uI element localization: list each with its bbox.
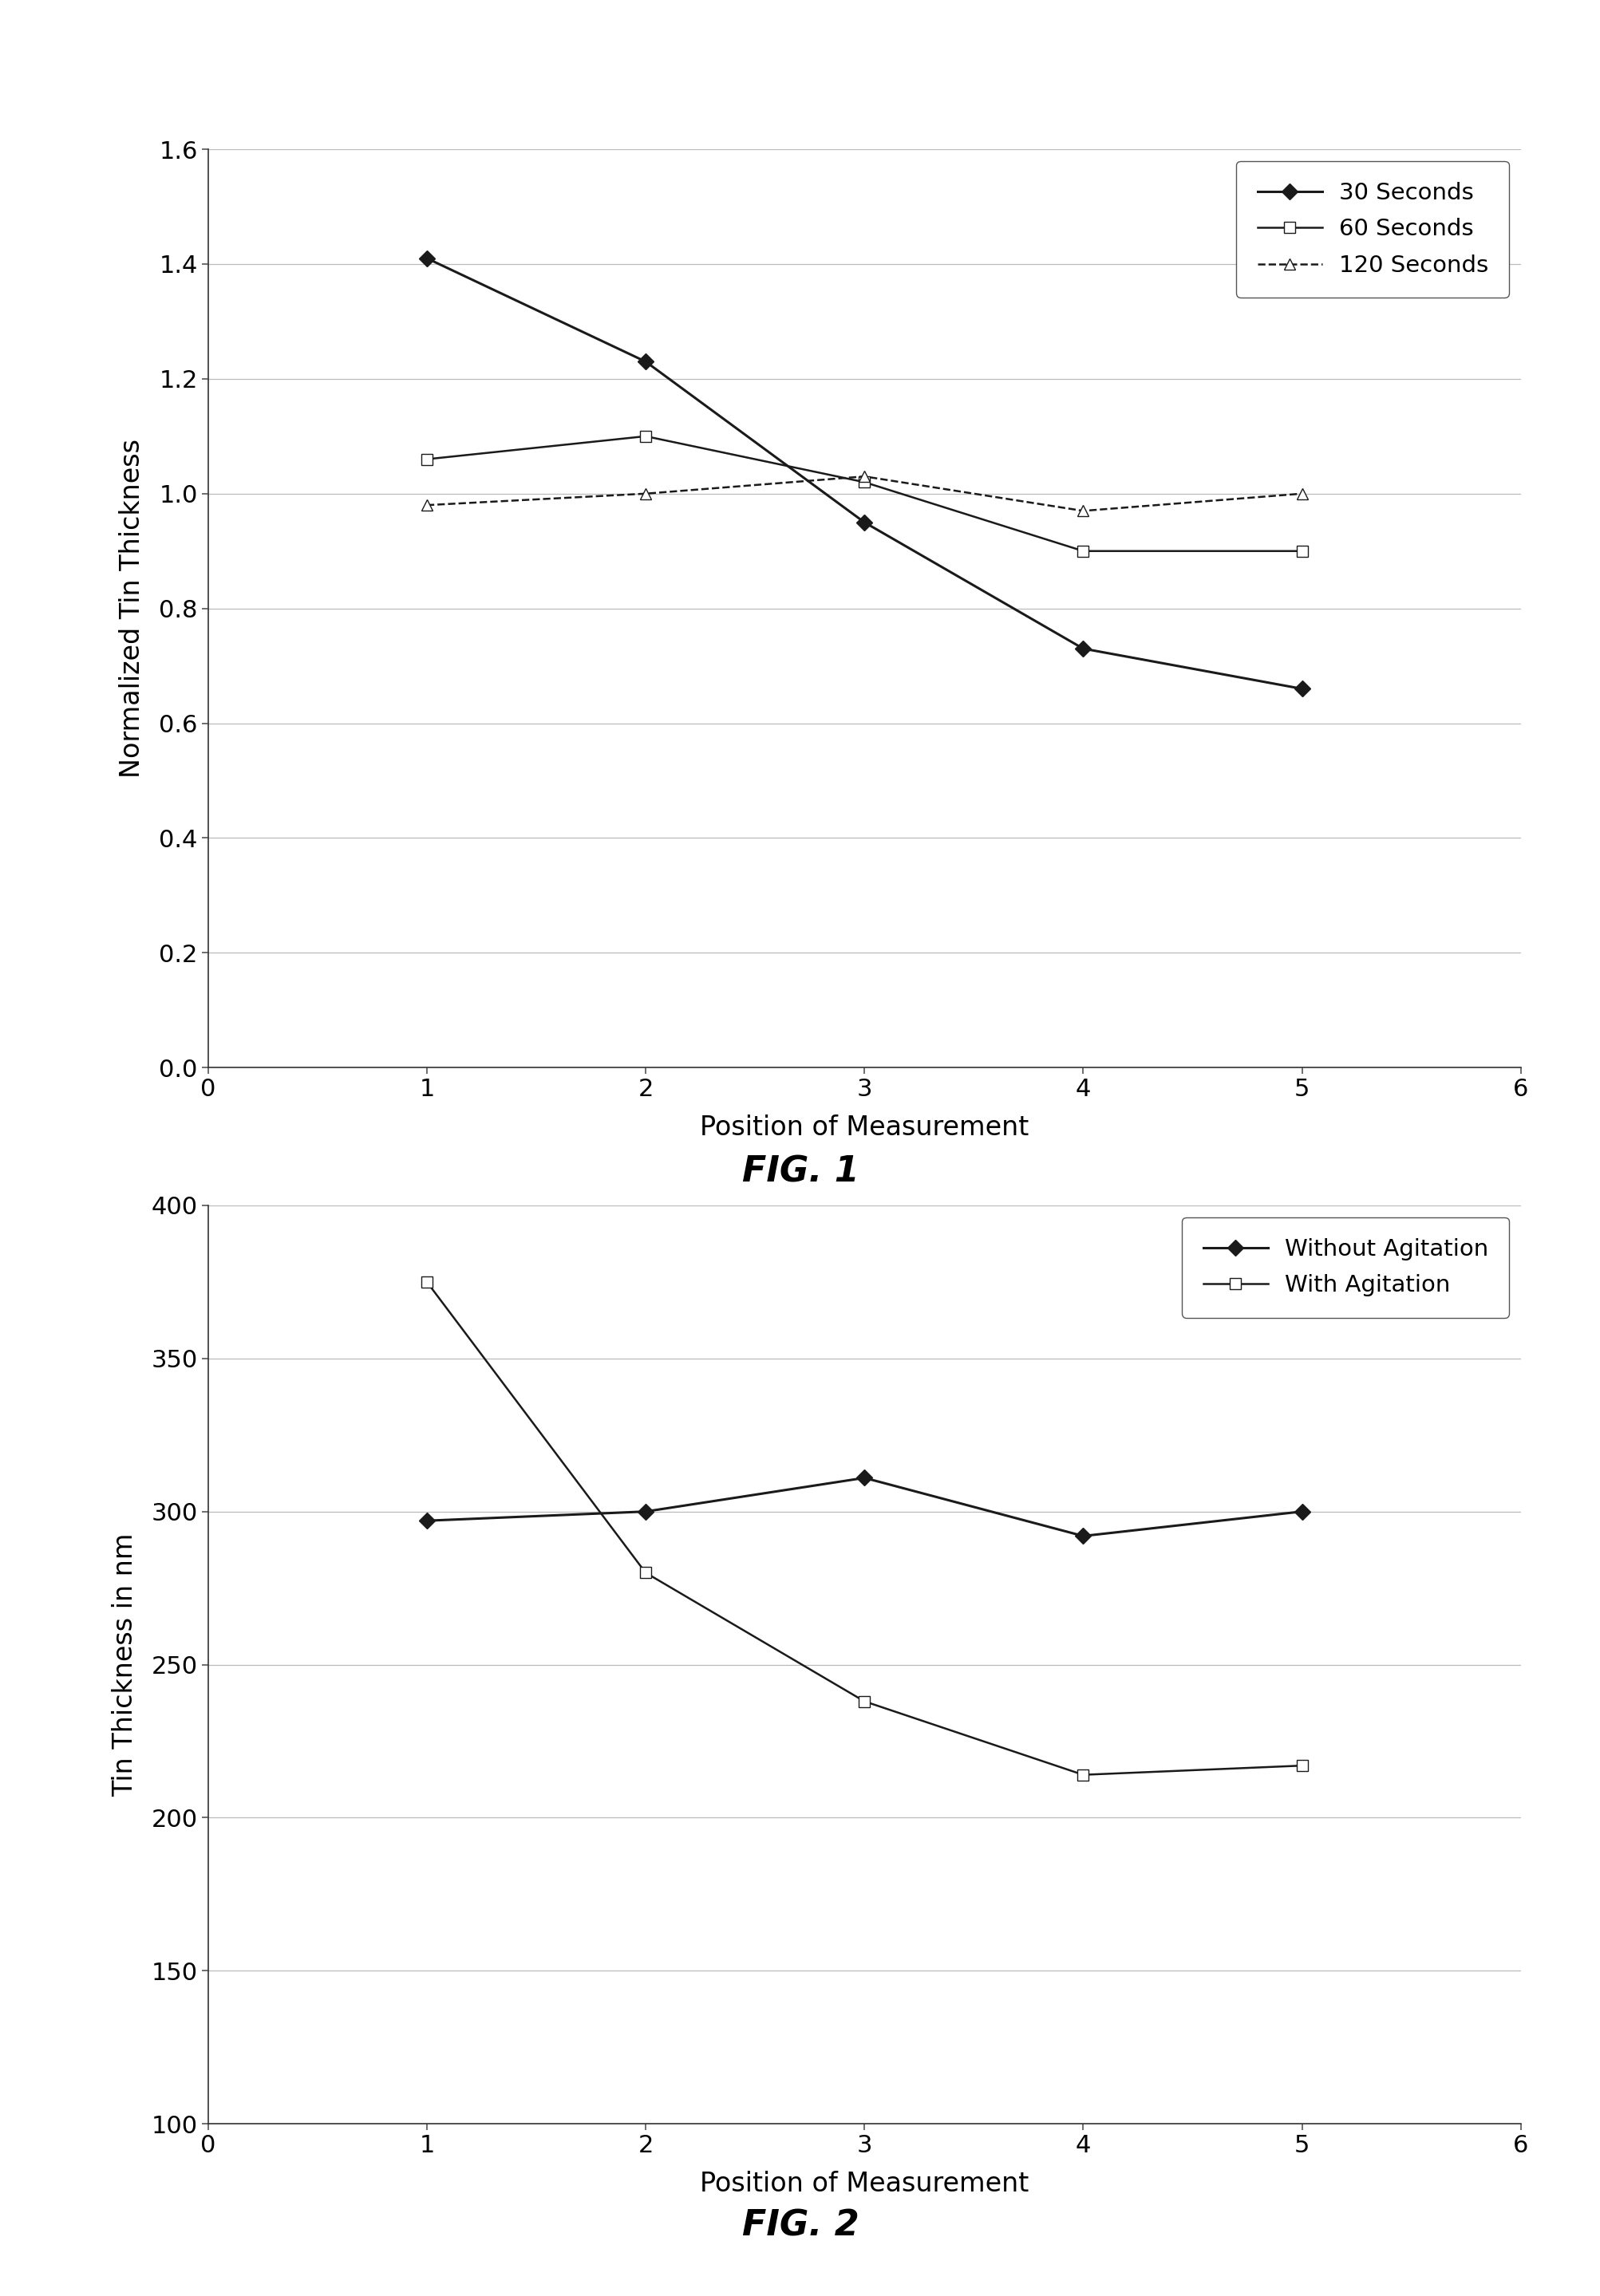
X-axis label: Position of Measurement: Position of Measurement bbox=[699, 1114, 1029, 1141]
30 Seconds bbox=[635, 347, 654, 374]
120 Seconds bbox=[854, 461, 874, 489]
Text: FIG. 1: FIG. 1 bbox=[741, 1155, 859, 1189]
Line: 30 Seconds: 30 Seconds bbox=[421, 253, 1307, 693]
Line: 60 Seconds: 60 Seconds bbox=[421, 432, 1307, 556]
Without Agitation bbox=[854, 1465, 874, 1492]
Without Agitation bbox=[635, 1497, 654, 1525]
120 Seconds bbox=[635, 480, 654, 507]
120 Seconds bbox=[1074, 496, 1093, 523]
60 Seconds bbox=[1074, 537, 1093, 565]
Legend: 30 Seconds, 60 Seconds, 120 Seconds: 30 Seconds, 60 Seconds, 120 Seconds bbox=[1235, 161, 1509, 298]
With Agitation bbox=[418, 1267, 437, 1295]
Without Agitation bbox=[1291, 1497, 1310, 1525]
Without Agitation bbox=[1074, 1522, 1093, 1550]
120 Seconds bbox=[418, 491, 437, 519]
Y-axis label: Tin Thickness in nm: Tin Thickness in nm bbox=[112, 1534, 138, 1795]
30 Seconds bbox=[854, 507, 874, 535]
With Agitation bbox=[1074, 1761, 1093, 1789]
120 Seconds bbox=[1291, 480, 1310, 507]
Legend: Without Agitation, With Agitation: Without Agitation, With Agitation bbox=[1181, 1217, 1509, 1318]
Y-axis label: Normalized Tin Thickness: Normalized Tin Thickness bbox=[118, 439, 146, 778]
X-axis label: Position of Measurement: Position of Measurement bbox=[699, 2170, 1029, 2197]
Line: With Agitation: With Agitation bbox=[421, 1277, 1307, 1779]
Line: 120 Seconds: 120 Seconds bbox=[421, 471, 1307, 517]
Text: FIG. 2: FIG. 2 bbox=[741, 2209, 859, 2243]
60 Seconds bbox=[1291, 537, 1310, 565]
Line: Without Agitation: Without Agitation bbox=[421, 1472, 1307, 1541]
60 Seconds bbox=[635, 422, 654, 450]
With Agitation bbox=[854, 1688, 874, 1715]
30 Seconds bbox=[1074, 634, 1093, 661]
Without Agitation bbox=[418, 1506, 437, 1534]
30 Seconds bbox=[418, 243, 437, 271]
With Agitation bbox=[635, 1559, 654, 1587]
With Agitation bbox=[1291, 1752, 1310, 1779]
60 Seconds bbox=[854, 468, 874, 496]
60 Seconds bbox=[418, 445, 437, 473]
30 Seconds bbox=[1291, 675, 1310, 703]
